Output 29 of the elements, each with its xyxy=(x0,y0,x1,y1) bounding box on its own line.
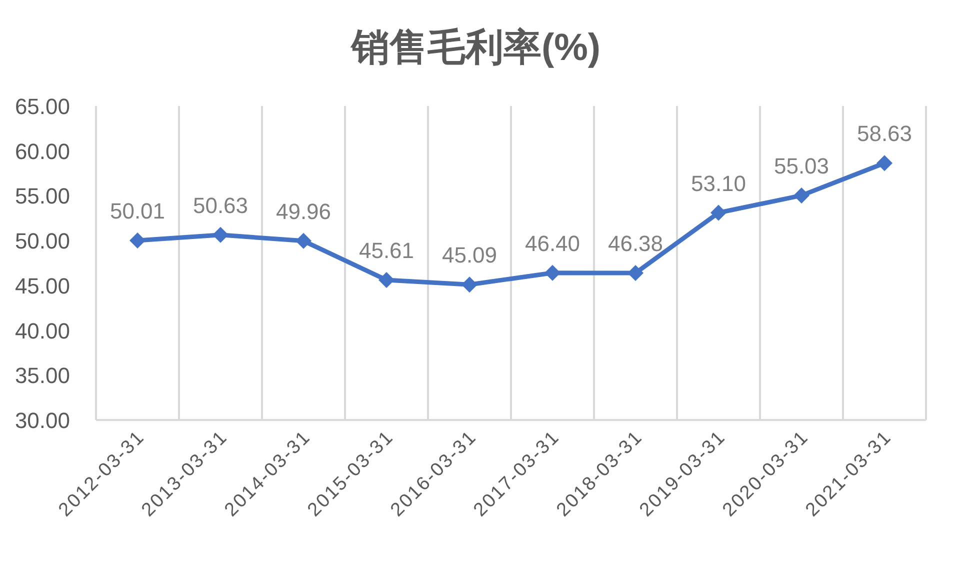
text: 55.03 xyxy=(774,153,830,178)
y-tick-label: 40.00 xyxy=(14,318,70,344)
y-tick-label: 50.00 xyxy=(14,228,70,254)
text: 49.96 xyxy=(276,198,332,224)
text: 58.63 xyxy=(856,121,912,146)
point xyxy=(794,187,810,204)
text: 50.63 xyxy=(192,192,248,218)
y-tick-label: 35.00 xyxy=(14,363,70,388)
text: 45.61 xyxy=(358,238,414,263)
point xyxy=(212,226,228,243)
text: 50.01 xyxy=(110,198,166,224)
point xyxy=(710,204,726,221)
point xyxy=(296,232,312,249)
point xyxy=(628,265,644,282)
text: 46.40 xyxy=(524,230,580,256)
point xyxy=(462,276,478,293)
y-tick-label: 30.00 xyxy=(14,408,70,433)
y-tick-label: 65.00 xyxy=(14,94,70,119)
point xyxy=(876,155,892,172)
point xyxy=(544,264,560,281)
y-tick-label: 45.00 xyxy=(14,273,70,298)
text: 45.09 xyxy=(442,242,498,268)
point xyxy=(378,272,394,288)
chart-title: 销售毛利率(%) xyxy=(349,26,601,69)
text: 53.10 xyxy=(690,170,746,196)
text: 46.38 xyxy=(608,231,664,256)
point xyxy=(130,232,146,248)
y-tick-label: 60.00 xyxy=(14,138,70,164)
y-tick-label: 55.00 xyxy=(14,184,70,209)
